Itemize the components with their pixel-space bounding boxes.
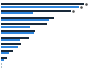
Bar: [1, 37, 29, 39]
Bar: [1, 17, 54, 19]
Bar: [1, 26, 30, 28]
Bar: [1, 23, 47, 25]
Bar: [1, 32, 34, 34]
Bar: [1, 52, 9, 54]
Bar: [1, 43, 21, 45]
Bar: [1, 6, 79, 8]
Bar: [1, 19, 49, 21]
Bar: [1, 12, 33, 14]
Bar: [1, 63, 2, 65]
Bar: [1, 3, 84, 5]
Bar: [1, 59, 4, 61]
Bar: [1, 46, 18, 48]
Bar: [1, 57, 7, 59]
Bar: [1, 66, 2, 68]
Bar: [1, 30, 35, 32]
Bar: [1, 39, 20, 41]
Bar: [1, 10, 71, 12]
Bar: [1, 50, 13, 52]
